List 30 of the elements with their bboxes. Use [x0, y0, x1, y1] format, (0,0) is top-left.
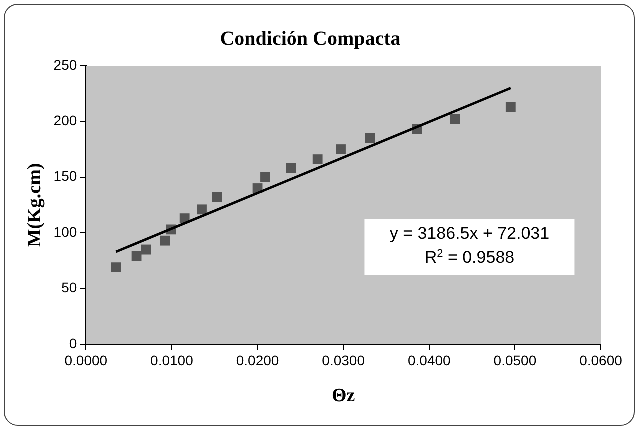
y-tick-label: 0: [69, 335, 78, 352]
point: [286, 164, 296, 174]
y-axis-title: M(Kg.cm): [24, 163, 46, 248]
y-tick-label: 200: [54, 112, 78, 129]
point: [260, 172, 270, 182]
point: [132, 251, 142, 262]
x-tick-label: 0.0000: [64, 352, 108, 369]
annotation: y = 3186.5x + 72.031: [390, 224, 550, 244]
point: [450, 114, 460, 124]
y-tick-label: 50: [62, 280, 78, 296]
y-tick-label: 150: [54, 168, 78, 184]
x-tick-label: 0.0100: [150, 352, 194, 369]
x-tick-label: 0.0200: [236, 352, 280, 369]
y-tick-label: 100: [54, 224, 78, 240]
chart-title: Condición Compacta: [220, 28, 401, 50]
point: [160, 236, 170, 246]
point: [312, 154, 323, 164]
x-tick-label: 0.0300: [322, 352, 366, 369]
point: [336, 144, 346, 154]
point: [141, 244, 152, 255]
x-axis-title: Θz: [332, 386, 356, 407]
point: [506, 102, 516, 112]
x-tick-label: 0.0500: [494, 352, 537, 369]
point: [111, 262, 122, 273]
point: [197, 204, 207, 215]
point: [365, 133, 376, 144]
point: [212, 192, 222, 202]
y-tick-label: 250: [54, 56, 78, 73]
x-tick-label: 0.0600: [580, 352, 623, 369]
x-tick-label: 0.0400: [408, 352, 452, 369]
